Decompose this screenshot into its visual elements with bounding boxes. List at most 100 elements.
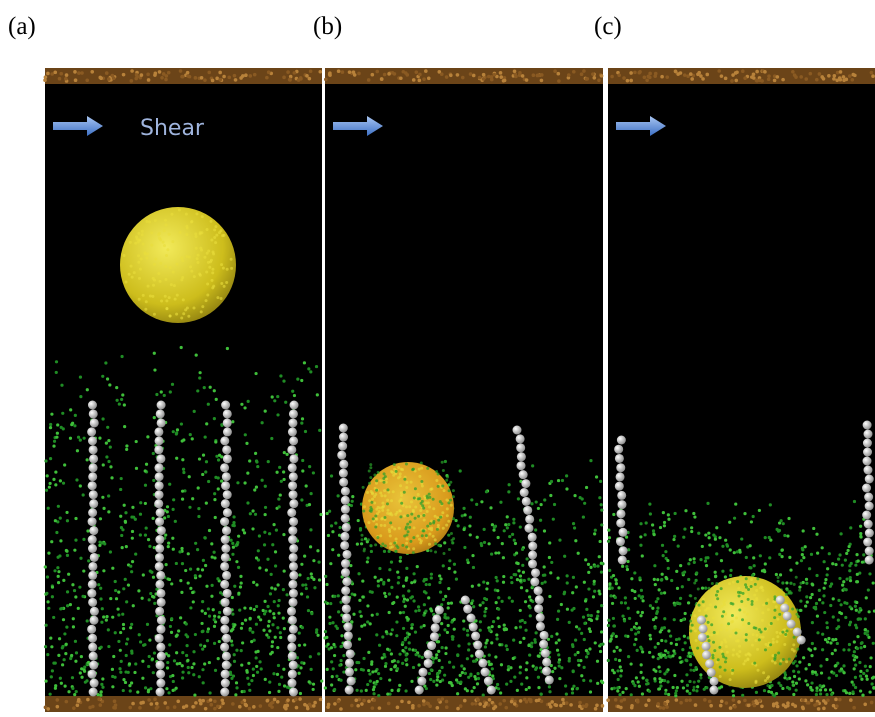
polymer-bead xyxy=(810,553,813,556)
column-bead xyxy=(431,623,440,632)
nanoparticle-atom xyxy=(755,634,758,637)
polymer-bead xyxy=(57,654,60,657)
nanoparticle-atom xyxy=(746,613,749,616)
polymer-bead xyxy=(652,655,655,658)
nanoparticle-atom xyxy=(742,662,745,665)
polymer-bead xyxy=(168,578,171,581)
column-bead xyxy=(89,652,98,661)
nanoparticle-atom xyxy=(761,619,764,622)
polymer-bead xyxy=(105,442,108,445)
polymer-bead xyxy=(843,671,846,674)
wall-atom xyxy=(65,73,69,77)
wall-atom xyxy=(417,704,421,708)
polymer-bead xyxy=(754,627,757,630)
polymer-bead xyxy=(366,560,369,563)
polymer-bead xyxy=(560,603,563,606)
wall-atom xyxy=(622,76,626,80)
polymer-bead xyxy=(686,689,689,692)
polymer-bead xyxy=(795,613,798,616)
polymer-bead xyxy=(424,591,427,594)
polymer-bead xyxy=(374,515,377,518)
polymer-bead xyxy=(193,694,196,697)
column-bead xyxy=(220,625,229,634)
polymer-bead xyxy=(630,693,633,696)
polymer-bead xyxy=(754,583,757,586)
polymer-bead xyxy=(65,549,68,552)
polymer-bead xyxy=(418,609,421,612)
polymer-bead xyxy=(44,645,47,648)
polymer-bead xyxy=(337,494,340,497)
polymer-bead xyxy=(66,519,69,522)
polymer-bead xyxy=(442,598,445,601)
polymer-bead xyxy=(529,599,532,602)
polymer-bead xyxy=(476,536,479,539)
nanoparticle-atom xyxy=(428,532,431,535)
polymer-bead xyxy=(482,580,485,583)
polymer-bead xyxy=(640,647,643,650)
polymer-bead xyxy=(386,693,389,696)
column-bead xyxy=(469,623,478,632)
polymer-bead xyxy=(505,644,508,647)
polymer-bead xyxy=(250,679,253,682)
polymer-bead xyxy=(282,533,285,536)
polymer-bead xyxy=(233,660,236,663)
polymer-bead xyxy=(198,376,201,379)
polymer-bead xyxy=(202,559,205,562)
polymer-bead xyxy=(502,575,505,578)
polymer-bead xyxy=(215,398,218,401)
polymer-bead xyxy=(111,685,114,688)
polymer-bead xyxy=(248,459,251,462)
polymer-bead xyxy=(232,515,235,518)
nanoparticle-atom xyxy=(210,238,213,241)
polymer-bead xyxy=(600,630,603,633)
polymer-bead xyxy=(119,488,122,491)
wall-atom xyxy=(753,704,757,708)
polymer-bead xyxy=(666,559,669,562)
column-bead xyxy=(342,577,351,586)
nanoparticle-atom xyxy=(729,678,732,681)
polymer-bead xyxy=(758,509,761,512)
column-bead xyxy=(471,632,480,641)
polymer-bead xyxy=(133,671,136,674)
wall-atom xyxy=(362,699,366,703)
polymer-bead xyxy=(630,662,633,665)
polymer-bead xyxy=(69,437,72,440)
nanoparticle-atom xyxy=(432,507,435,510)
column-bead xyxy=(339,478,348,487)
polymer-bead xyxy=(434,542,437,545)
polymer-bead xyxy=(654,583,657,586)
polymer-bead xyxy=(443,613,446,616)
wall-atom xyxy=(839,78,843,82)
polymer-bead xyxy=(613,687,616,690)
nanoparticle-atom xyxy=(398,527,401,530)
polymer-bead xyxy=(681,585,684,588)
polymer-bead xyxy=(641,611,644,614)
nanoparticle-atom xyxy=(144,308,147,311)
polymer-bead xyxy=(646,682,649,685)
wall-atom xyxy=(265,76,269,80)
wall-atom xyxy=(128,706,132,710)
column-bead xyxy=(223,607,232,616)
polymer-bead xyxy=(116,607,119,610)
polymer-bead xyxy=(811,583,814,586)
polymer-bead xyxy=(800,559,803,562)
column-bead xyxy=(525,515,534,524)
polymer-bead xyxy=(855,656,858,659)
polymer-bead xyxy=(690,526,693,529)
polymer-bead xyxy=(571,687,574,690)
polymer-bead xyxy=(728,521,731,524)
polymer-bead xyxy=(816,631,819,634)
polymer-bead xyxy=(731,614,734,617)
column-bead xyxy=(337,451,346,460)
polymer-bead xyxy=(271,395,274,398)
polymer-bead xyxy=(764,627,767,630)
polymer-bead xyxy=(821,648,824,651)
polymer-bead xyxy=(685,673,688,676)
nanoparticle-atom xyxy=(447,520,450,523)
wall-atom xyxy=(153,73,157,77)
polymer-bead xyxy=(692,512,695,515)
nanoparticle-atom xyxy=(176,294,179,297)
polymer-bead xyxy=(837,625,840,628)
polymer-bead xyxy=(780,519,783,522)
column-bead xyxy=(540,631,549,640)
